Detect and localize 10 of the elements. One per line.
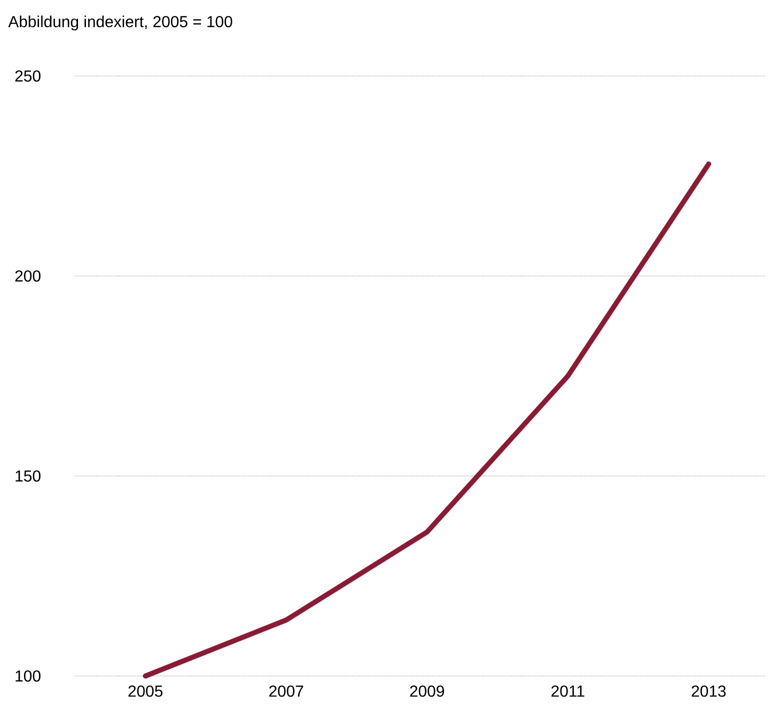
- y-tick-label: 100: [16, 670, 40, 682]
- x-tick-label: 2013: [692, 686, 726, 697]
- x-tick-label: 2005: [128, 686, 162, 697]
- x-tick-label: 2009: [410, 686, 444, 697]
- y-tick-label: 150: [16, 470, 40, 482]
- y-tick-label: 200: [15, 270, 40, 282]
- chart-title: Abbildung indexiert, 2005 = 100: [8, 16, 232, 30]
- x-tick-label: 2011: [552, 686, 584, 697]
- y-tick-label: 250: [15, 70, 40, 82]
- x-tick-label: 2007: [269, 686, 304, 697]
